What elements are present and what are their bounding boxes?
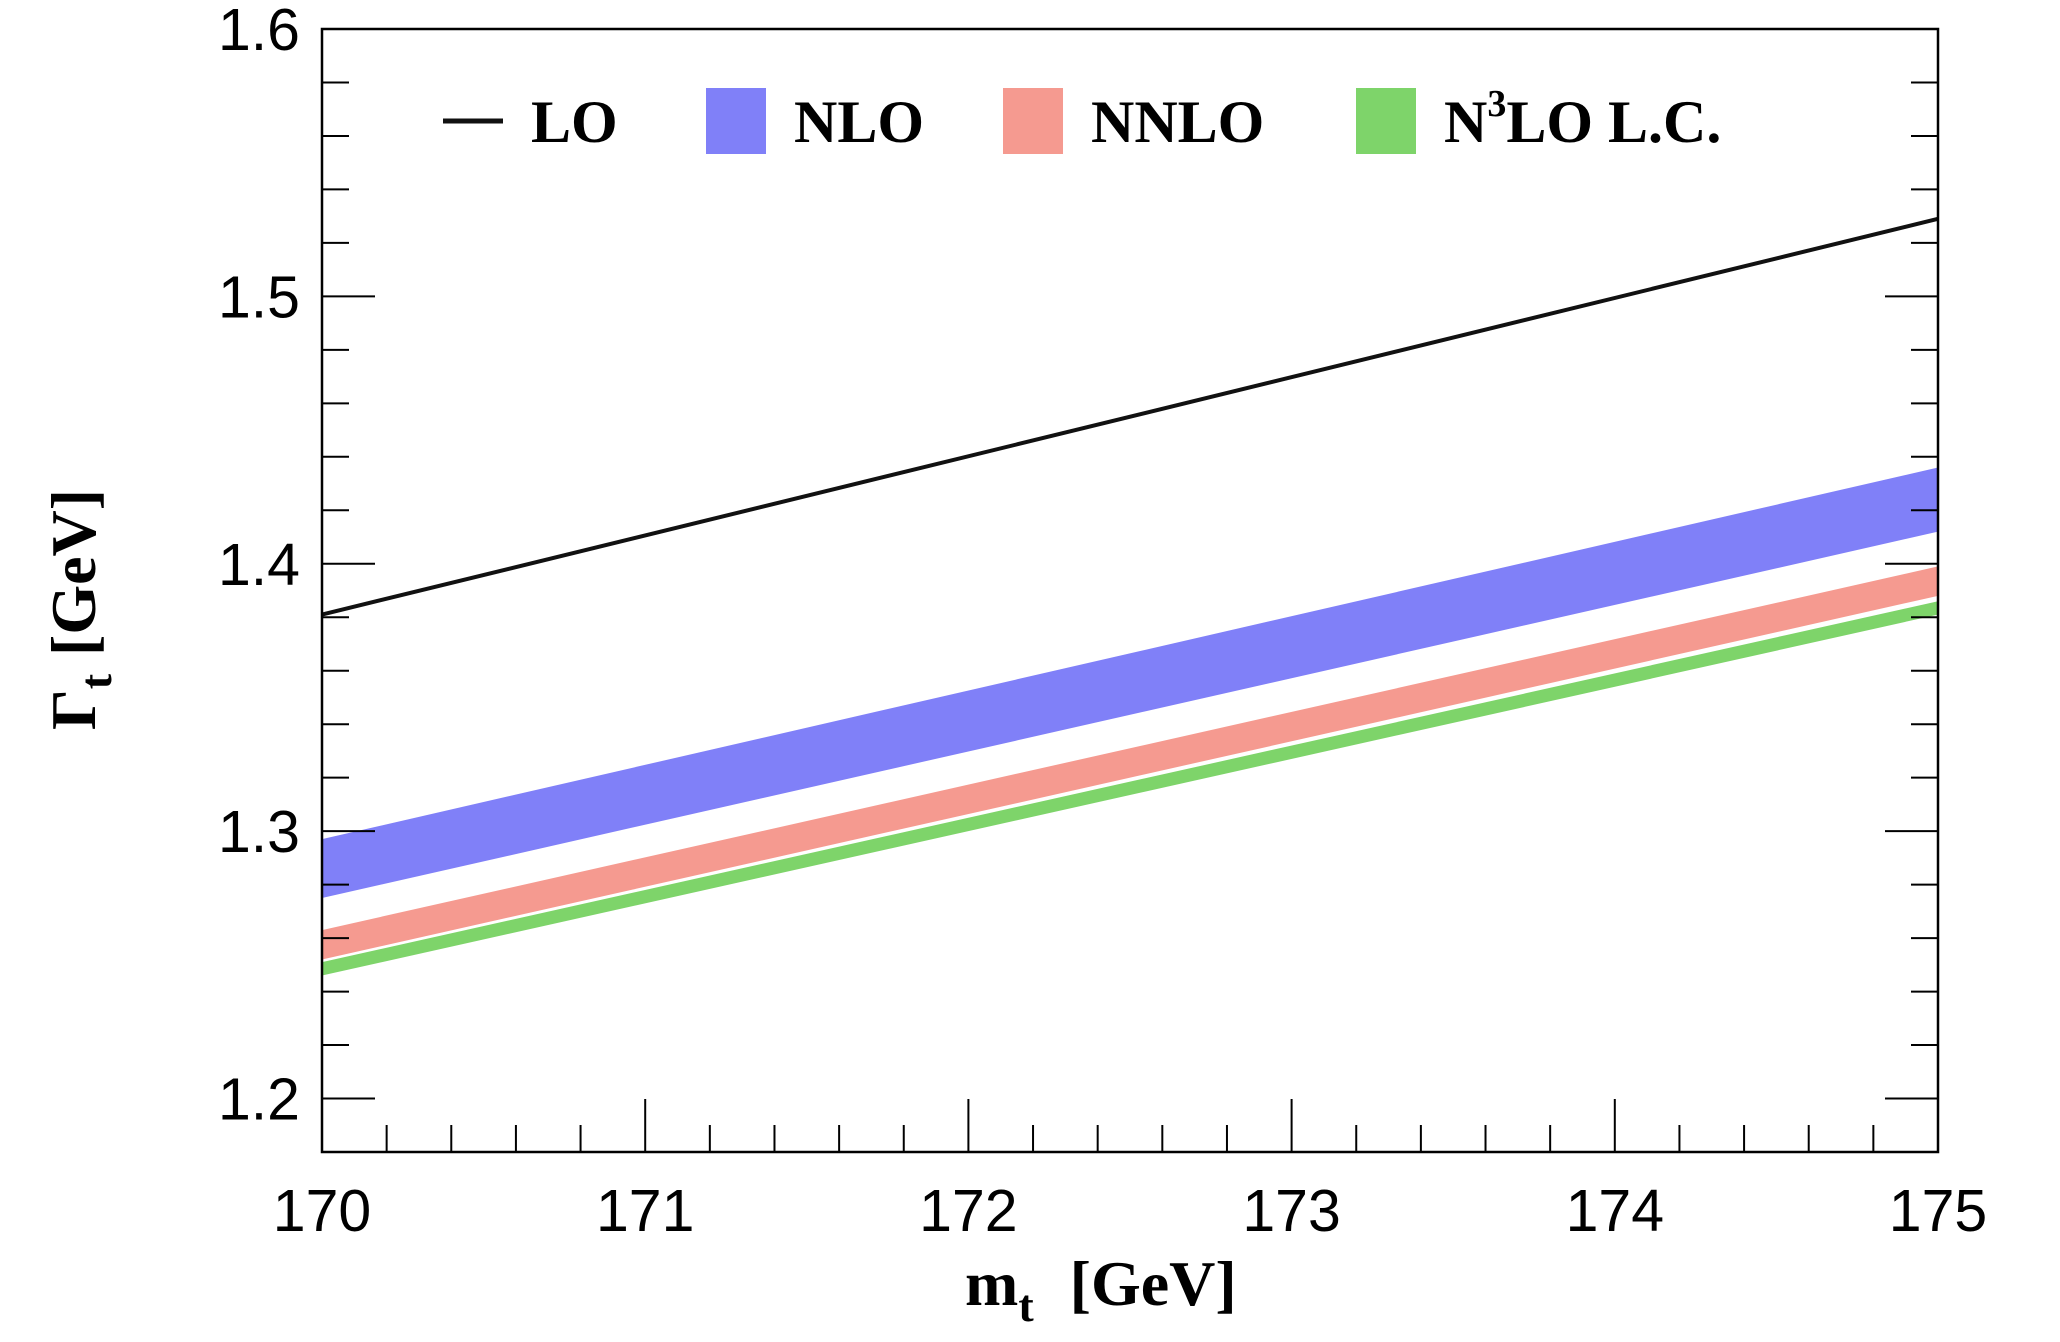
plot-frame <box>320 27 1940 1154</box>
y-tick-label: 1.3 <box>218 799 300 865</box>
legend-swatch-nlo <box>706 88 766 154</box>
legend-label-lo: LO <box>531 89 618 155</box>
legend-swatch-nnlo <box>1003 88 1063 154</box>
legend-swatch-n3lo-l-c- <box>1356 88 1416 154</box>
legend-label-nlo: NLO <box>794 89 924 155</box>
y-tick-label: 1.4 <box>218 532 300 598</box>
x-tick-label: 173 <box>1242 1178 1340 1244</box>
line-lo <box>321 216 1939 617</box>
x-tick-label: 174 <box>1566 1178 1664 1244</box>
legend-label-n3lo-l-c-: N3LO L.C. <box>1444 83 1721 155</box>
plot-marks <box>321 216 1939 976</box>
band-nlo <box>322 467 1938 898</box>
y-tick-label: 1.5 <box>218 264 300 330</box>
band-nnlo <box>322 566 1938 960</box>
legend: LO NLO NNLO N3LO L.C. <box>443 83 1721 155</box>
legend-label-nnlo: NNLO <box>1091 89 1264 155</box>
y-tick-label: 1.6 <box>218 0 300 63</box>
y-tick-label: 1.2 <box>218 1067 300 1133</box>
y-axis-label: Γt[GeV] <box>38 489 121 730</box>
x-tick-label: 170 <box>273 1178 371 1244</box>
axes: 1.2 1.3 1.4 1.5 1.6 170 171 172 173 174 175 <box>218 0 1987 1244</box>
x-tick-label: 171 <box>596 1178 694 1244</box>
x-axis-label: mt [GeV] <box>965 1248 1237 1331</box>
x-tick-label: 175 <box>1889 1178 1987 1244</box>
band-n3lo-l-c- <box>322 601 1938 976</box>
x-tick-label: 172 <box>919 1178 1017 1244</box>
